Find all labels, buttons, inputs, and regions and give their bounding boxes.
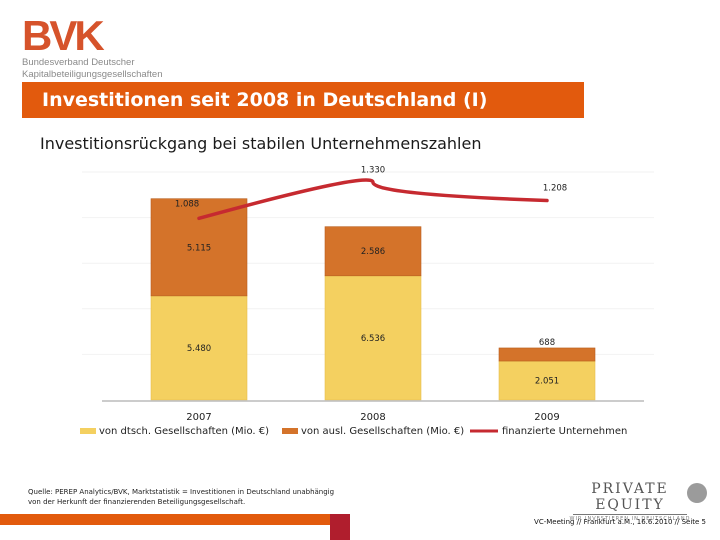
- bar-2008-ausl: [324, 226, 422, 277]
- bar-2007-ausl: [150, 198, 248, 297]
- pe-logo-subtitle: WIR INVESTIEREN IN DEUTSCHLAND: [569, 516, 691, 522]
- legend-label-dtsch: von dtsch. Gesellschaften (Mio. €): [99, 426, 269, 437]
- tick-label-2007: 2007: [186, 412, 211, 423]
- data-label-2007-ausl: 5.115: [187, 243, 211, 253]
- line-label-2007: 1.088: [175, 199, 199, 209]
- bar-2007-dtsch: [150, 295, 248, 401]
- line-series-finanzierte-unternehmen: [197, 178, 549, 221]
- legend-label-unternehmen: finanzierte Unternehmen: [502, 426, 627, 437]
- pe-logo-title: PRIVATE EQUITY: [591, 481, 669, 513]
- line-label-2008: 1.330: [361, 165, 385, 175]
- data-label-2008-ausl: 2.586: [361, 247, 385, 257]
- tick-label-2009: 2009: [534, 412, 559, 423]
- line-label-2009: 1.208: [543, 184, 567, 194]
- footer-meta: VC-Meeting // Frankfurt a.M., 16.6.2010 …: [534, 518, 706, 526]
- logo-line-1: Bundesverband Deutscher: [22, 57, 135, 68]
- data-label-2007-dtsch: 5.480: [187, 344, 211, 354]
- germany-map-icon: [687, 483, 707, 503]
- legend-label-ausl: von ausl. Gesellschaften (Mio. €): [301, 426, 464, 437]
- logo-line-2: Kapitalbeteiligungsgesellschaften: [22, 69, 163, 80]
- data-label-2009-dtsch: 2.051: [535, 377, 559, 387]
- source-note: Quelle: PEREP Analytics/BVK, Marktstatis…: [28, 488, 335, 506]
- pe-logo-rule: [573, 514, 687, 515]
- legend-swatch-ausl: [282, 428, 298, 434]
- private-equity-logo: PRIVATE EQUITY WIR INVESTIEREN IN DEUTSC…: [555, 481, 707, 522]
- data-label-2009-ausl: 688: [539, 338, 555, 348]
- legend-swatch-dtsch: [80, 428, 96, 434]
- data-label-2008-dtsch: 6.536: [361, 334, 385, 344]
- chart: 5.480 5.115 2007 6.536 2.586 2008 2.051 688 2009…: [80, 165, 654, 437]
- tick-label-2008: 2008: [360, 412, 385, 423]
- page-title: Investitionen seit 2008 in Deutschland (…: [42, 89, 488, 111]
- footer-bar-red: [330, 514, 350, 540]
- footer-bar-orange: [0, 514, 330, 525]
- bar-2008-dtsch: [324, 275, 422, 401]
- page-subtitle: Investitionsrückgang bei stabilen Untern…: [40, 134, 482, 153]
- bar-2009-ausl: [498, 347, 596, 362]
- title-bar: [22, 82, 584, 118]
- logo-mark: BVK: [22, 12, 105, 59]
- bar-2009-dtsch: [498, 360, 596, 401]
- bvk-logo: BVK Bundesverband Deutscher Kapitalbetei…: [22, 12, 163, 81]
